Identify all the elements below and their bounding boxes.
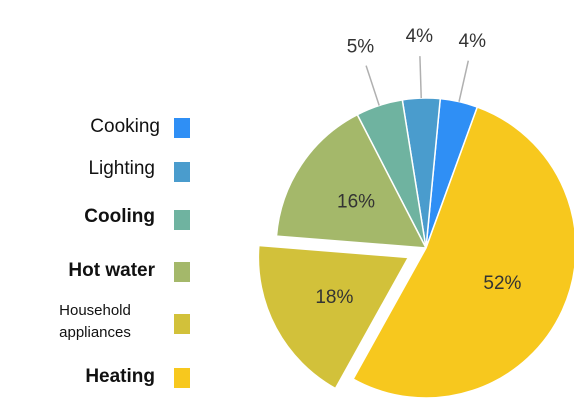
pie-slice-hot-water xyxy=(275,113,428,249)
leader-line-cooking xyxy=(458,60,470,102)
pie-slice-heating xyxy=(352,106,574,399)
data-label-cooking: 4% xyxy=(459,31,487,52)
data-label-lighting: 4% xyxy=(406,26,434,47)
data-label-heating: 52% xyxy=(483,273,521,294)
leader-line-lighting xyxy=(419,56,422,99)
pie-slice-household-appliances xyxy=(257,244,410,390)
data-label-hot-water: 16% xyxy=(337,191,375,212)
data-label-cooling: 5% xyxy=(347,36,375,57)
leader-line-cooling xyxy=(365,65,380,106)
data-label-household-appliances: 18% xyxy=(315,287,353,308)
